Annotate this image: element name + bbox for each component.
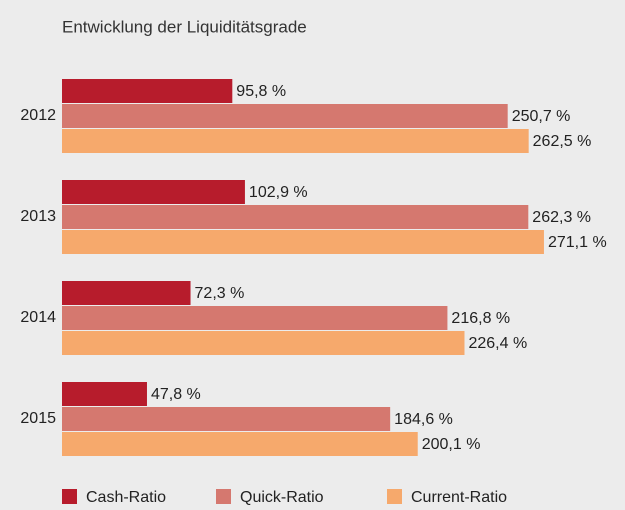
legend-swatch <box>62 489 77 504</box>
value-label: 184,6 % <box>394 411 453 428</box>
bar <box>62 205 529 229</box>
bar <box>62 129 529 153</box>
y-tick-label: 2014 <box>20 309 56 326</box>
value-label: 200,1 % <box>422 436 481 453</box>
bar <box>62 281 191 305</box>
value-label: 216,8 % <box>451 310 510 327</box>
bar <box>62 407 391 431</box>
bar <box>62 104 508 128</box>
bar <box>62 331 465 355</box>
bar <box>62 79 233 103</box>
y-tick-label: 2015 <box>20 410 56 427</box>
bar <box>62 432 418 456</box>
y-tick-label: 2013 <box>20 208 56 225</box>
value-label: 95,8 % <box>236 83 286 100</box>
value-label: 226,4 % <box>468 335 527 352</box>
value-label: 271,1 % <box>548 234 607 251</box>
bar <box>62 306 448 330</box>
value-label: 72,3 % <box>195 285 245 302</box>
value-label: 262,5 % <box>533 133 592 150</box>
legend-label: Cash-Ratio <box>86 489 166 506</box>
bar <box>62 382 147 406</box>
legend-swatch <box>216 489 231 504</box>
chart-title: Entwicklung der Liquiditätsgrade <box>62 17 307 36</box>
y-tick-label: 2012 <box>20 107 56 124</box>
bar <box>62 180 245 204</box>
value-label: 102,9 % <box>249 184 308 201</box>
bar <box>62 230 544 254</box>
value-label: 262,3 % <box>532 209 591 226</box>
legend-label: Quick-Ratio <box>240 489 324 506</box>
value-label: 250,7 % <box>512 108 571 125</box>
value-label: 47,8 % <box>151 386 201 403</box>
legend-label: Current-Ratio <box>411 489 507 506</box>
legend-swatch <box>387 489 402 504</box>
